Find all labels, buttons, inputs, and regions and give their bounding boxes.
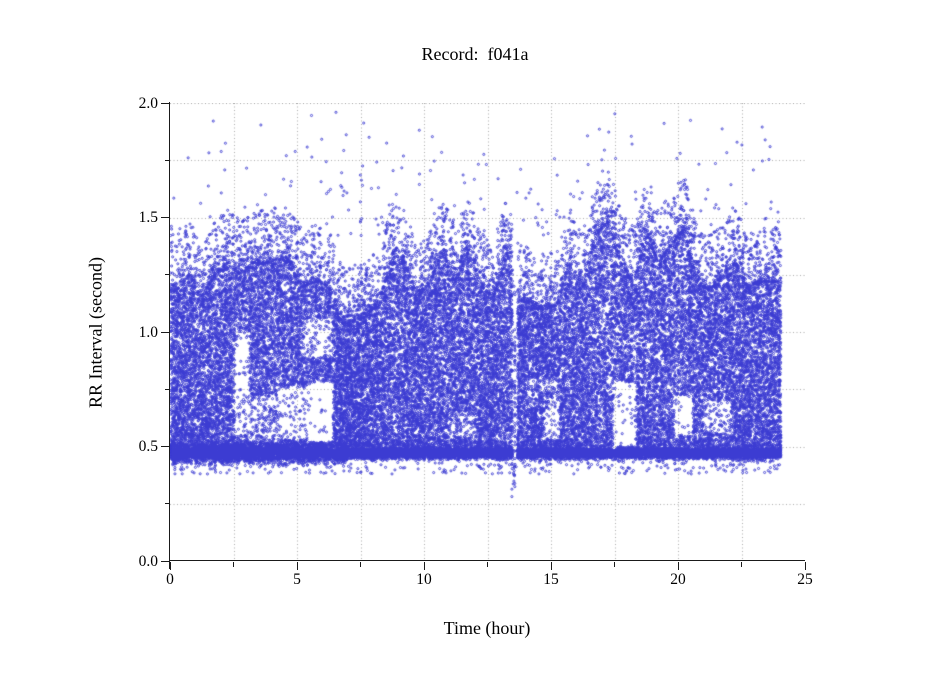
x-major-tick [423,561,425,570]
x-tick-label: 5 [293,571,301,588]
y-axis-line [168,102,171,569]
y-tick-label: 1.0 [138,323,158,341]
x-major-tick [550,561,552,570]
y-tick-label: 0.0 [138,552,158,570]
y-tick-label: 0.5 [138,438,158,455]
x-tick-label: 0 [166,571,174,588]
x-major-tick [296,561,298,570]
y-major-tick [161,331,170,333]
x-tick-label: 15 [543,571,559,588]
y-tick-label: 1.5 [138,209,158,226]
x-tick-label: 25 [797,571,813,588]
scatter-plot-canvas [170,103,805,561]
x-minor-tick [487,561,489,567]
x-tick-label: 20 [670,571,686,588]
y-minor-tick [164,274,170,276]
x-minor-tick [360,561,362,567]
x-major-tick [169,561,171,570]
y-minor-tick [164,503,170,505]
x-minor-tick [233,561,235,567]
x-axis-label: Time (hour) [443,618,531,638]
y-minor-tick [164,159,170,161]
y-major-tick [161,102,170,104]
y-major-tick [161,560,170,562]
y-major-tick [161,446,170,448]
x-tick-label: 10 [416,571,432,588]
y-major-tick [161,217,170,219]
y-minor-tick [164,388,170,390]
x-minor-tick [614,561,616,567]
x-major-tick [677,561,679,570]
y-axis-label: RR Interval (second) [85,257,106,408]
x-minor-tick [741,561,743,567]
x-major-tick [804,561,806,570]
y-tick-label: 2.0 [138,94,158,112]
chart-title: Record: f041a [421,44,529,64]
x-axis-line [169,559,805,562]
